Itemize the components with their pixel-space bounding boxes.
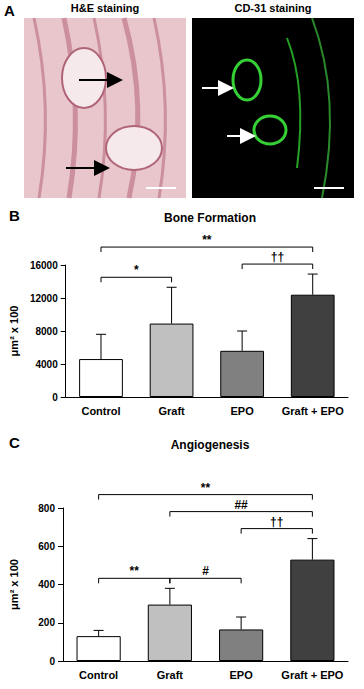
svg-text:μm² x 100: μm² x 100 (8, 559, 20, 610)
svg-text:Angiogenesis: Angiogenesis (171, 438, 250, 452)
svg-text:4000: 4000 (35, 359, 58, 370)
svg-text:**: ** (201, 481, 211, 495)
svg-text:Bone Formation: Bone Formation (164, 211, 256, 225)
svg-text:12000: 12000 (30, 293, 58, 304)
svg-text:16000: 16000 (30, 260, 58, 271)
svg-text:8000: 8000 (35, 326, 58, 337)
svg-text:Graft + EPO: Graft + EPO (282, 405, 344, 417)
svg-text:0: 0 (52, 392, 58, 403)
svg-text:200: 200 (38, 617, 55, 628)
svg-text:Graft: Graft (157, 669, 184, 681)
svg-text:H&E staining: H&E staining (71, 2, 139, 14)
svg-text:Graft + EPO: Graft + EPO (281, 669, 343, 681)
svg-text:Control: Control (81, 405, 120, 417)
svg-text:600: 600 (38, 541, 55, 552)
svg-text:#: # (202, 564, 209, 578)
svg-text:EPO: EPO (230, 669, 254, 681)
svg-text:*: * (134, 263, 139, 277)
svg-text:A: A (4, 2, 15, 19)
svg-text:μm² x 100: μm² x 100 (8, 306, 20, 357)
svg-text:††: †† (270, 515, 283, 529)
svg-text:C: C (9, 434, 20, 451)
svg-text:Graft: Graft (158, 405, 185, 417)
svg-text:††: †† (271, 250, 284, 264)
svg-text:Control: Control (79, 669, 118, 681)
svg-text:0: 0 (49, 656, 55, 667)
svg-text:400: 400 (38, 579, 55, 590)
svg-text:EPO: EPO (231, 405, 255, 417)
svg-text:B: B (9, 207, 20, 224)
svg-text:800: 800 (38, 503, 55, 514)
svg-text:##: ## (234, 498, 248, 512)
svg-text:CD-31 staining: CD-31 staining (234, 2, 311, 14)
svg-text:**: ** (202, 233, 212, 247)
svg-text:**: ** (130, 564, 140, 578)
